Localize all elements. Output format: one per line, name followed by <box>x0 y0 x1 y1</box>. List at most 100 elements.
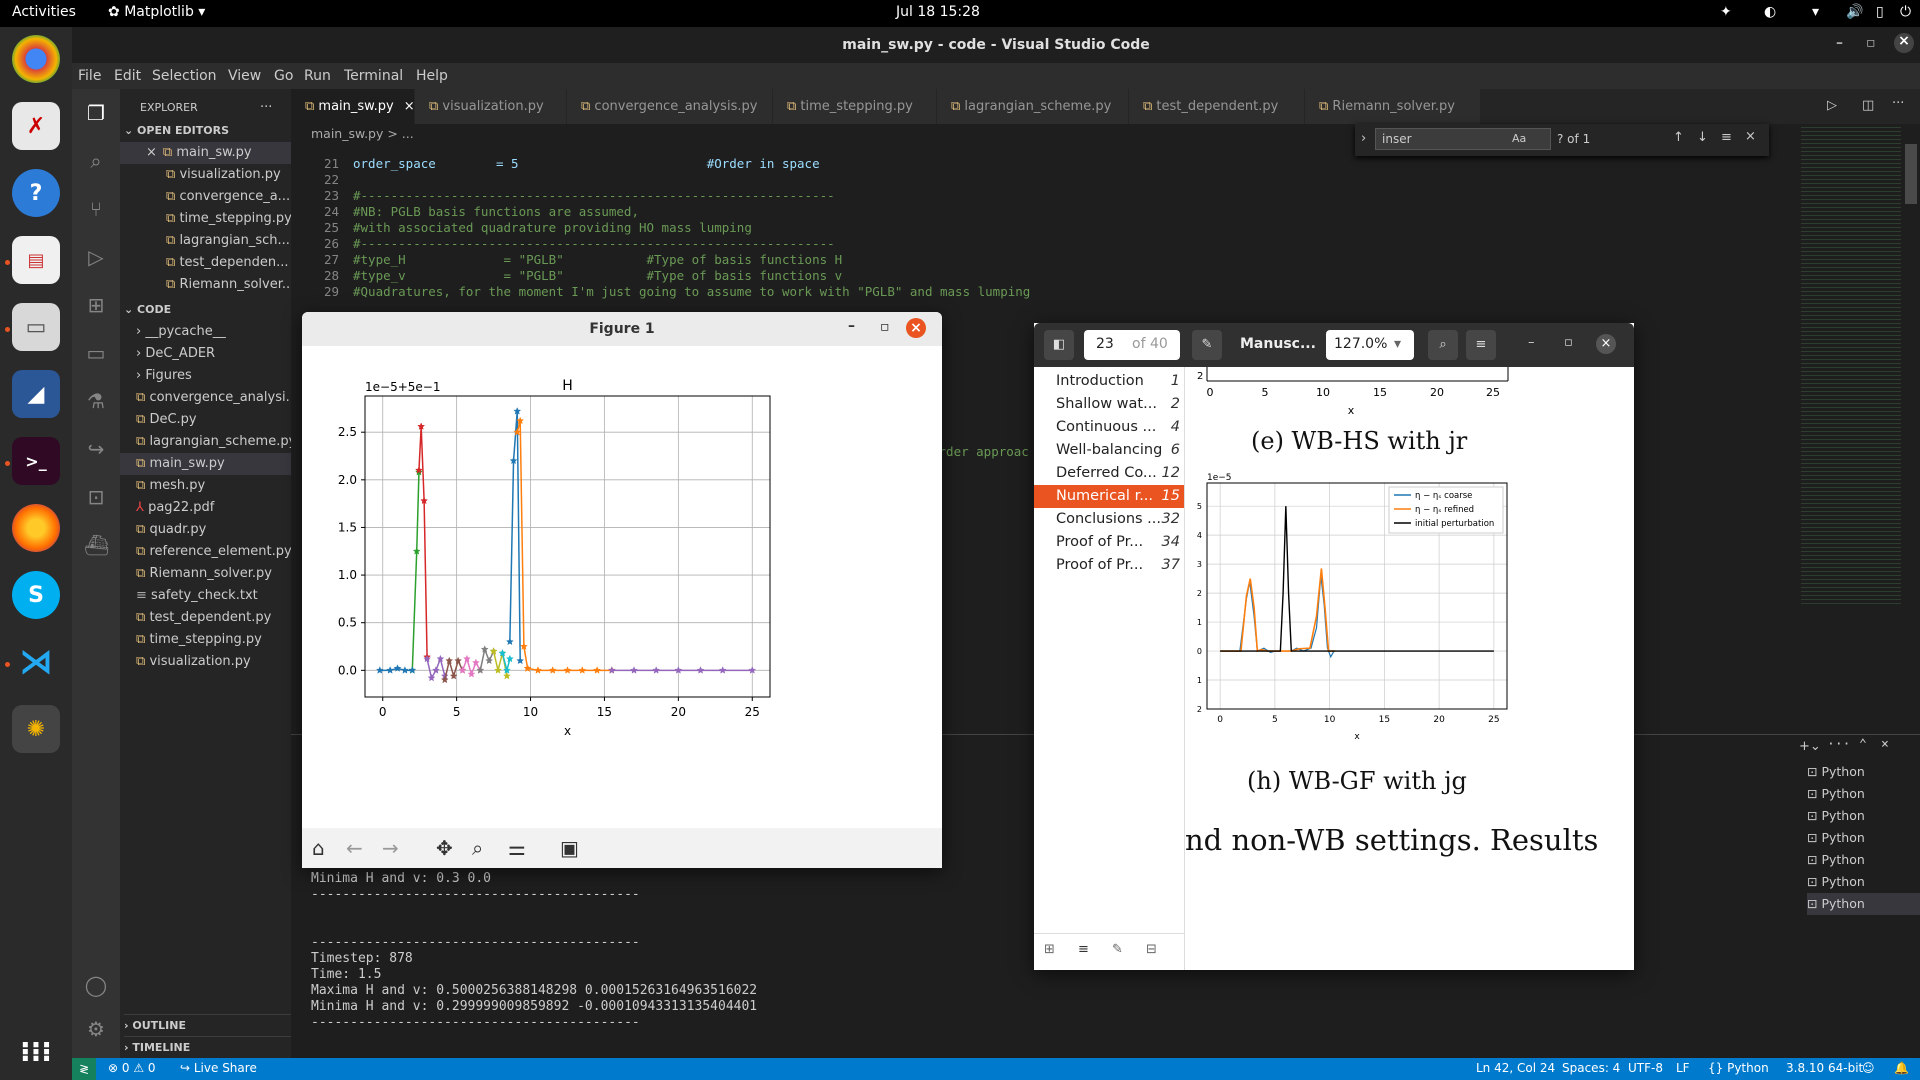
minimize-icon[interactable]: – <box>1528 335 1535 350</box>
open-editor-item[interactable]: ⧉ test_dependen... <box>120 252 291 274</box>
search-icon[interactable]: ⌕ <box>90 149 102 173</box>
new-terminal-icon[interactable]: +⌄ <box>1799 739 1821 754</box>
close-icon[interactable]: × <box>906 318 926 338</box>
document-viewer-icon[interactable]: ▤ <box>12 236 60 284</box>
forward-icon[interactable]: → <box>382 836 399 860</box>
indentation[interactable]: Spaces: 4 <box>1562 1061 1621 1075</box>
file-tree-item[interactable]: › __pycache__ <box>120 321 291 343</box>
end-of-line[interactable]: LF <box>1676 1061 1690 1075</box>
file-tree-item[interactable]: ⧉ time_stepping.py <box>120 629 291 651</box>
close-icon[interactable]: × <box>1894 33 1914 53</box>
menu-go[interactable]: Go <box>274 68 294 84</box>
scrollbar[interactable] <box>1905 144 1917 204</box>
folder-section[interactable]: ⌄ CODE <box>124 299 295 321</box>
close-icon[interactable]: × <box>403 99 415 114</box>
testing-icon[interactable]: ⚗ <box>87 389 105 413</box>
remote-icon[interactable]: ⊡ <box>87 485 105 509</box>
account-icon[interactable]: ◯ <box>84 973 108 997</box>
firefox-icon[interactable] <box>12 504 60 552</box>
terminal-instance[interactable]: ⊡ Python <box>1807 764 1865 779</box>
toc-item[interactable]: Well-balancing 6 <box>1056 442 1180 458</box>
breadcrumb[interactable]: main_sw.py > ... <box>311 126 414 141</box>
maximize-icon[interactable]: ▫ <box>1866 35 1876 51</box>
tab-convergence-analysis[interactable]: ⧉ convergence_analysis.py <box>567 89 773 124</box>
file-tree-item[interactable]: ⧉ mesh.py <box>120 475 291 497</box>
terminal-instance[interactable]: ⊡ Python <box>1807 786 1865 801</box>
open-editor-item[interactable]: ⧉ convergence_a... <box>120 186 291 208</box>
toc-item[interactable]: Deferred Co... 12 <box>1056 465 1180 481</box>
file-tree-item[interactable]: › Figures <box>120 365 291 387</box>
status-indicator-icon[interactable]: ◐ <box>1764 4 1777 20</box>
home-icon[interactable]: ⌂ <box>312 836 325 860</box>
file-tree-item[interactable]: ⧉ lagrangian_scheme.py <box>120 431 291 453</box>
split-editor-icon[interactable]: ◫ <box>1862 98 1875 113</box>
toc-item[interactable]: Proof of Pr... 34 <box>1056 534 1180 550</box>
toc-item[interactable]: Shallow wat... 2 <box>1056 396 1180 412</box>
gear-icon[interactable]: ⚙ <box>87 1017 105 1041</box>
wifi-icon[interactable]: ▾ <box>1812 4 1820 20</box>
matplotlib-chart[interactable]: 0 5 10 15 20 25 0.0 0.5 1.0 1.5 2.0 2.5 H 1e−5+5e−1 x <box>302 346 942 828</box>
tab-lagrangian-scheme[interactable]: ⧉ lagrangian_scheme.py <box>937 89 1129 124</box>
volume-icon[interactable]: 🔊 <box>1846 4 1864 20</box>
close-icon[interactable]: × <box>1745 129 1756 144</box>
maximize-panel-icon[interactable]: ⌃ <box>1859 737 1867 752</box>
feedback-icon[interactable]: ☺ <box>1862 1061 1875 1075</box>
file-tree-item[interactable]: ⧉ convergence_analysi... <box>120 387 291 409</box>
close-icon[interactable]: × <box>146 145 157 160</box>
dropbox-icon[interactable]: ✦ <box>1720 4 1732 20</box>
file-tree-item[interactable]: › DeC_ADER <box>120 343 291 365</box>
minimap[interactable] <box>1801 124 1901 604</box>
remote-indicator-icon[interactable]: ≷ <box>72 1058 96 1080</box>
file-tree-item[interactable]: ≡ safety_check.txt <box>120 585 291 607</box>
menu-edit[interactable]: Edit <box>114 68 142 84</box>
file-tree-item[interactable]: ⧉ main_sw.py <box>120 453 291 475</box>
terminal-instance[interactable]: ⊡ Python <box>1807 874 1865 889</box>
python-interpreter[interactable]: 3.8.10 64-bit <box>1786 1061 1864 1075</box>
battery-icon[interactable]: ▯ <box>1876 4 1884 20</box>
docker-icon[interactable]: ⛴ <box>84 533 110 557</box>
open-editors-section[interactable]: ⌄ OPEN EDITORS <box>124 120 295 142</box>
find-input[interactable]: inser Aa <box>1375 128 1551 150</box>
tab-test-dependent[interactable]: ⧉ test_dependent.py <box>1129 89 1305 124</box>
explorer-icon[interactable]: ❐ <box>87 101 105 125</box>
files-icon[interactable]: ▭ <box>12 303 60 351</box>
chevron-right-icon[interactable]: › <box>1361 131 1367 146</box>
annotations-icon[interactable]: ✎ <box>1112 942 1123 957</box>
menu-view[interactable]: View <box>228 68 262 84</box>
language-mode[interactable]: {} Python <box>1708 1061 1769 1075</box>
match-case-icon[interactable]: Aa <box>1512 132 1527 145</box>
close-icon[interactable]: × <box>1596 334 1616 354</box>
sidebar-toggle-icon[interactable]: ◧ <box>1044 330 1074 360</box>
menu-selection[interactable]: Selection <box>152 68 217 84</box>
toc-item[interactable]: Conclusions ... 32 <box>1056 511 1180 527</box>
maximize-icon[interactable]: ▫ <box>1564 335 1573 350</box>
terminal-icon[interactable]: >_ <box>12 437 60 485</box>
chrome-icon[interactable] <box>12 35 60 83</box>
thumbnails-icon[interactable]: ⊞ <box>1044 942 1055 957</box>
open-editor-item[interactable]: ⧉ time_stepping.py <box>120 208 291 230</box>
toc-item[interactable]: Proof of Pr... 37 <box>1056 557 1180 573</box>
pan-icon[interactable]: ✥ <box>436 836 453 860</box>
run-icon[interactable]: ▷ <box>1827 98 1837 113</box>
close-panel-icon[interactable]: × <box>1881 737 1889 752</box>
help-icon[interactable]: ? <box>12 169 60 217</box>
annotate-icon[interactable]: ✎ <box>1192 330 1222 360</box>
file-tree-item[interactable]: ⧉ quadr.py <box>120 519 291 541</box>
zoom-icon[interactable]: ⌕ <box>472 836 484 860</box>
app-icon[interactable]: ◢ <box>12 370 60 418</box>
maximize-icon[interactable]: ▫ <box>880 319 890 335</box>
more-actions-icon[interactable]: ··· <box>260 100 273 115</box>
arrow-up-icon[interactable]: ↑ <box>1673 130 1684 145</box>
encoding[interactable]: UTF-8 <box>1628 1061 1663 1075</box>
open-editor-item[interactable]: × ⧉ main_sw.py <box>120 142 291 164</box>
file-tree-item[interactable]: ⧉ visualization.py <box>120 651 291 673</box>
xournal-icon[interactable]: ✗ <box>12 102 60 150</box>
app-menu[interactable]: ✿ Matplotlib ▾ <box>108 4 205 20</box>
tab-main-sw[interactable]: ⧉ main_sw.py × <box>291 89 415 124</box>
zoom-select[interactable]: 127.0% ▾ <box>1326 330 1414 360</box>
remote-explorer-icon[interactable]: ▭ <box>86 341 106 365</box>
power-icon[interactable]: ⏻ <box>1900 4 1912 20</box>
search-icon[interactable]: ⌕ <box>1428 330 1458 360</box>
tab-riemann-solver[interactable]: ⧉ Riemann_solver.py <box>1305 89 1481 124</box>
